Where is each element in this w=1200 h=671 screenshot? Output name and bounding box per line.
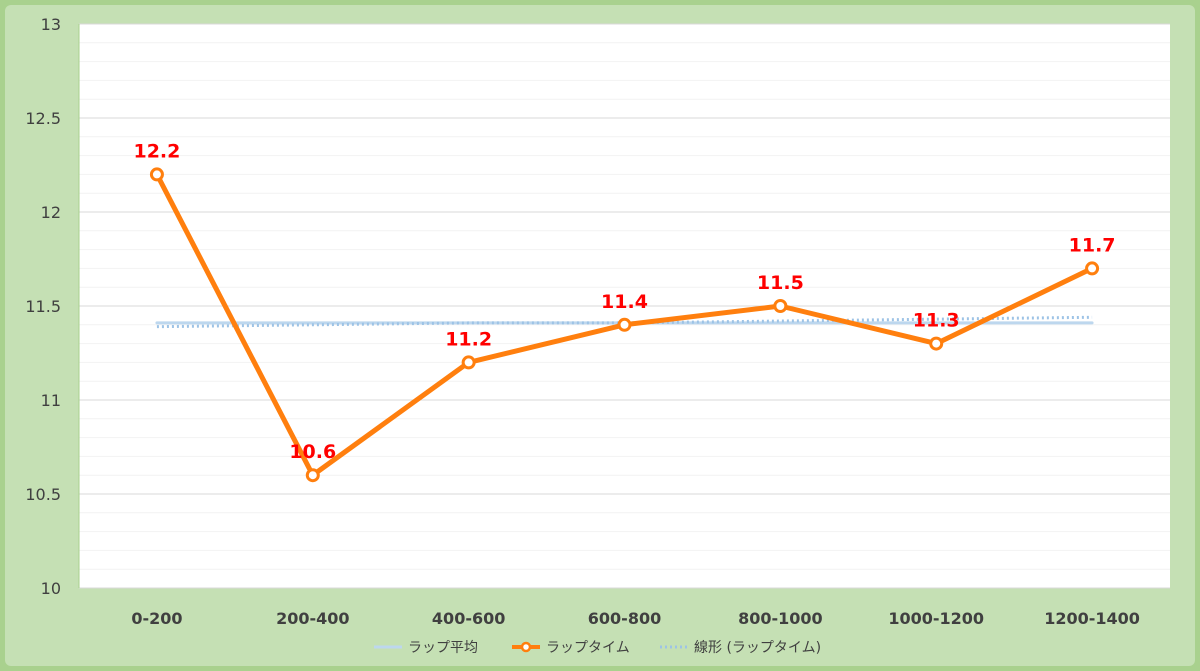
legend-label: 線形 (ラップタイム): [694, 640, 821, 656]
data-label: 11.7: [1069, 234, 1116, 256]
data-label: 12.2: [133, 140, 180, 162]
data-label: 11.3: [913, 310, 960, 332]
x-tick-label: 600-800: [588, 609, 661, 628]
y-tick-label: 12: [41, 203, 61, 222]
legend-item: ラップタイム: [512, 640, 630, 656]
series-group: [149, 167, 1100, 483]
x-tick-label: 400-600: [432, 609, 505, 628]
data-point: [1085, 261, 1100, 276]
data-label: 10.6: [289, 441, 336, 463]
y-tick-label: 13: [41, 15, 61, 34]
x-axis: 0-200 200-400 400-600 600-800 800-1000 1000-1…: [131, 609, 1140, 628]
data-point: [149, 167, 164, 182]
data-label: 11.2: [445, 328, 492, 350]
x-tick-label: 1000-1200: [888, 609, 984, 628]
legend-item: ラップ平均: [374, 640, 478, 656]
legend-marker: [520, 641, 532, 653]
y-tick-label: 11: [41, 391, 61, 410]
legend-label: ラップ平均: [408, 640, 478, 656]
x-tick-label: 0-200: [131, 609, 182, 628]
data-label: 11.4: [601, 291, 648, 313]
x-tick-label: 800-1000: [738, 609, 823, 628]
data-point: [773, 299, 788, 313]
x-tick-label: 200-400: [276, 609, 349, 628]
y-tick-label: 12.5: [25, 109, 61, 128]
data-labels: 12.2 10.6 11.2 11.4 11.5 11.3 11.7: [133, 140, 1115, 463]
legend-label: ラップタイム: [546, 640, 630, 656]
data-label: 11.5: [757, 272, 804, 294]
data-point: [461, 355, 476, 370]
y-tick-label: 10.5: [25, 485, 61, 504]
data-point: [617, 317, 632, 332]
data-point: [305, 468, 320, 483]
y-tick-label: 11.5: [25, 297, 61, 316]
y-tick-label: 10: [41, 579, 61, 598]
legend-item: 線形 (ラップタイム): [660, 640, 821, 656]
series-line-3: [156, 315, 1093, 329]
data-point: [929, 336, 944, 351]
grid-lines: [79, 23, 1170, 589]
x-tick-label: 1200-1400: [1044, 609, 1140, 628]
legend: ラップ平均 ラップタイム 線形 (ラップタイム): [374, 640, 821, 656]
y-axis: 10 10.5 11 11.5 12 12.5 13: [25, 15, 61, 598]
